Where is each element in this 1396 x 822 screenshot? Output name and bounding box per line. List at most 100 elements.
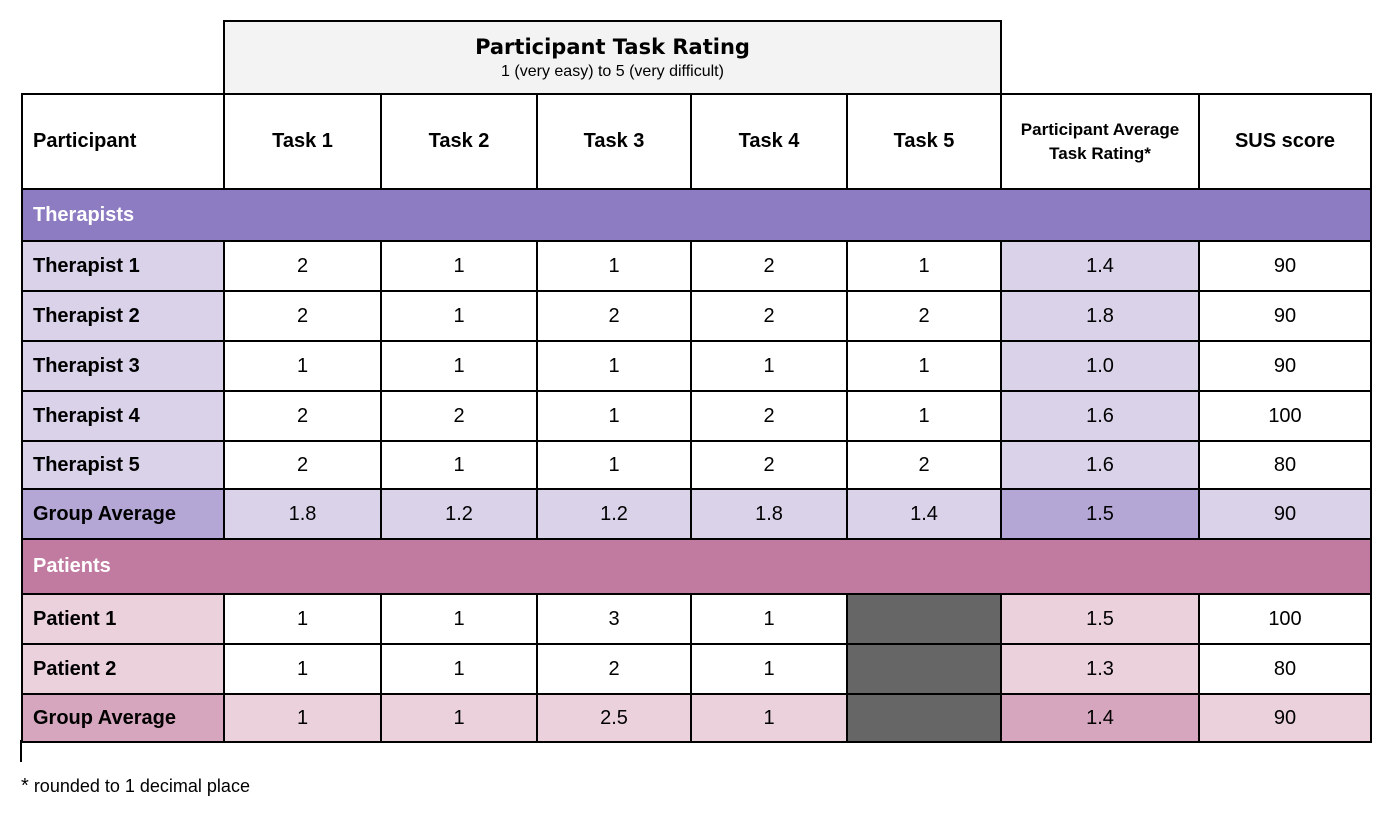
empty-corner-right bbox=[1001, 21, 1371, 94]
table-row: Therapist 1 2 1 1 2 1 1.4 90 bbox=[21, 240, 1372, 292]
task-4-rating-cell: 1 bbox=[690, 643, 848, 695]
task-2-rating-cell: 1 bbox=[380, 290, 538, 342]
task-3-rating-cell: 2.5 bbox=[536, 693, 692, 743]
sus-score-cell: 90 bbox=[1198, 340, 1372, 392]
task-3-rating-cell: 1 bbox=[536, 340, 692, 392]
task-5-rating-cell: 1.4 bbox=[846, 488, 1002, 540]
column-header-row: Participant Task 1 Task 2 Task 3 Task 4 … bbox=[21, 93, 1372, 190]
task-5-rating-cell: 1 bbox=[846, 340, 1002, 392]
task-4-rating-cell: 1 bbox=[690, 693, 848, 743]
sus-score-cell: 100 bbox=[1198, 390, 1372, 442]
table-row: Therapist 5 2 1 1 2 2 1.6 80 bbox=[21, 440, 1372, 490]
participant-label: Therapist 1 bbox=[21, 240, 225, 292]
left-border-stub bbox=[20, 740, 22, 762]
section-row: Therapists bbox=[21, 188, 1372, 242]
task-3-rating-cell: 1 bbox=[536, 440, 692, 490]
average-rating-cell: 1.4 bbox=[1000, 240, 1200, 292]
task-3-rating-cell: 3 bbox=[536, 593, 692, 645]
participant-label: Therapist 3 bbox=[21, 340, 225, 392]
participant-label: Therapist 4 bbox=[21, 390, 225, 442]
table-subtitle: 1 (very easy) to 5 (very difficult) bbox=[501, 62, 724, 80]
task-4-rating-cell: 1 bbox=[690, 593, 848, 645]
task-2-rating-cell: 2 bbox=[380, 390, 538, 442]
task-2-rating-cell: 1 bbox=[380, 593, 538, 645]
task-3-rating-cell: 1 bbox=[536, 390, 692, 442]
sus-score-cell: 100 bbox=[1198, 593, 1372, 645]
sus-score-cell: 90 bbox=[1198, 488, 1372, 540]
task-1-rating-cell: 2 bbox=[223, 290, 382, 342]
task-1-rating-cell: 1 bbox=[223, 593, 382, 645]
average-rating-cell: 1.6 bbox=[1000, 440, 1200, 490]
group-average-label: Group Average bbox=[21, 693, 225, 743]
sus-score-cell: 90 bbox=[1198, 290, 1372, 342]
task-3-rating-cell: 2 bbox=[536, 290, 692, 342]
table-row: Patient 2 1 1 2 1 1.3 80 bbox=[21, 643, 1372, 695]
task-4-rating-cell: 2 bbox=[690, 390, 848, 442]
task-5-rating-cell: 1 bbox=[846, 390, 1002, 442]
task-1-rating-cell: 1 bbox=[223, 643, 382, 695]
col-header-sus: SUS score bbox=[1198, 93, 1372, 190]
col-header-task-5: Task 5 bbox=[846, 93, 1002, 190]
col-header-task-4: Task 4 bbox=[690, 93, 848, 190]
table-row: Therapist 4 2 2 1 2 1 1.6 100 bbox=[21, 390, 1372, 442]
task-2-rating-cell: 1 bbox=[380, 643, 538, 695]
task-2-rating-cell: 1.2 bbox=[380, 488, 538, 540]
average-rating-cell: 1.4 bbox=[1000, 693, 1200, 743]
sus-score-cell: 80 bbox=[1198, 643, 1372, 695]
average-rating-cell: 1.3 bbox=[1000, 643, 1200, 695]
table-row: Patient 1 1 1 3 1 1.5 100 bbox=[21, 593, 1372, 645]
ratings-table: Participant Task Rating 1 (very easy) to… bbox=[21, 20, 1372, 743]
task-4-rating-cell: 2 bbox=[690, 440, 848, 490]
footnote-star: * bbox=[21, 775, 29, 797]
task-1-rating-cell: 1 bbox=[223, 340, 382, 392]
not-applicable-cell bbox=[846, 593, 1002, 645]
table-title: Participant Task Rating bbox=[475, 34, 750, 59]
participant-label: Therapist 5 bbox=[21, 440, 225, 490]
average-rating-cell: 1.0 bbox=[1000, 340, 1200, 392]
col-header-average: Participant Average Task Rating* bbox=[1000, 93, 1200, 190]
group-average-row: Group Average 1 1 2.5 1 1.4 90 bbox=[21, 693, 1372, 743]
task-1-rating-cell: 2 bbox=[223, 240, 382, 292]
task-5-rating-cell: 1 bbox=[846, 240, 1002, 292]
task-2-rating-cell: 1 bbox=[380, 240, 538, 292]
header-top-row: Participant Task Rating 1 (very easy) to… bbox=[22, 20, 1371, 95]
participant-label: Therapist 2 bbox=[21, 290, 225, 342]
col-header-participant: Participant bbox=[21, 93, 225, 190]
task-4-rating-cell: 2 bbox=[690, 240, 848, 292]
task-5-rating-cell: 2 bbox=[846, 290, 1002, 342]
group-average-row: Group Average 1.8 1.2 1.2 1.8 1.4 1.5 90 bbox=[21, 488, 1372, 540]
task-4-rating-cell: 1 bbox=[690, 340, 848, 392]
task-1-rating-cell: 2 bbox=[223, 390, 382, 442]
average-rating-cell: 1.5 bbox=[1000, 488, 1200, 540]
group-average-label: Group Average bbox=[21, 488, 225, 540]
average-rating-cell: 1.8 bbox=[1000, 290, 1200, 342]
task-2-rating-cell: 1 bbox=[380, 440, 538, 490]
col-header-task-1: Task 1 bbox=[223, 93, 382, 190]
task-3-rating-cell: 2 bbox=[536, 643, 692, 695]
task-3-rating-cell: 1.2 bbox=[536, 488, 692, 540]
task-3-rating-cell: 1 bbox=[536, 240, 692, 292]
table-row: Therapist 3 1 1 1 1 1 1.0 90 bbox=[21, 340, 1372, 392]
average-rating-cell: 1.5 bbox=[1000, 593, 1200, 645]
col-header-task-2: Task 2 bbox=[380, 93, 538, 190]
task-2-rating-cell: 1 bbox=[380, 340, 538, 392]
not-applicable-cell bbox=[846, 693, 1002, 743]
participant-label: Patient 2 bbox=[21, 643, 225, 695]
empty-corner bbox=[22, 21, 224, 94]
average-rating-cell: 1.6 bbox=[1000, 390, 1200, 442]
task-4-rating-cell: 1.8 bbox=[690, 488, 848, 540]
sus-score-cell: 90 bbox=[1198, 693, 1372, 743]
sus-score-cell: 80 bbox=[1198, 440, 1372, 490]
task-2-rating-cell: 1 bbox=[380, 693, 538, 743]
task-1-rating-cell: 1 bbox=[223, 693, 382, 743]
col-header-task-3: Task 3 bbox=[536, 93, 692, 190]
task-rating-header: Participant Task Rating 1 (very easy) to… bbox=[223, 20, 1002, 95]
task-1-rating-cell: 2 bbox=[223, 440, 382, 490]
not-applicable-cell bbox=[846, 643, 1002, 695]
task-4-rating-cell: 2 bbox=[690, 290, 848, 342]
footnote-text: rounded to 1 decimal place bbox=[33, 776, 250, 796]
section-header: Therapists bbox=[21, 188, 1372, 242]
sus-score-cell: 90 bbox=[1198, 240, 1372, 292]
table-row: Therapist 2 2 1 2 2 2 1.8 90 bbox=[21, 290, 1372, 342]
